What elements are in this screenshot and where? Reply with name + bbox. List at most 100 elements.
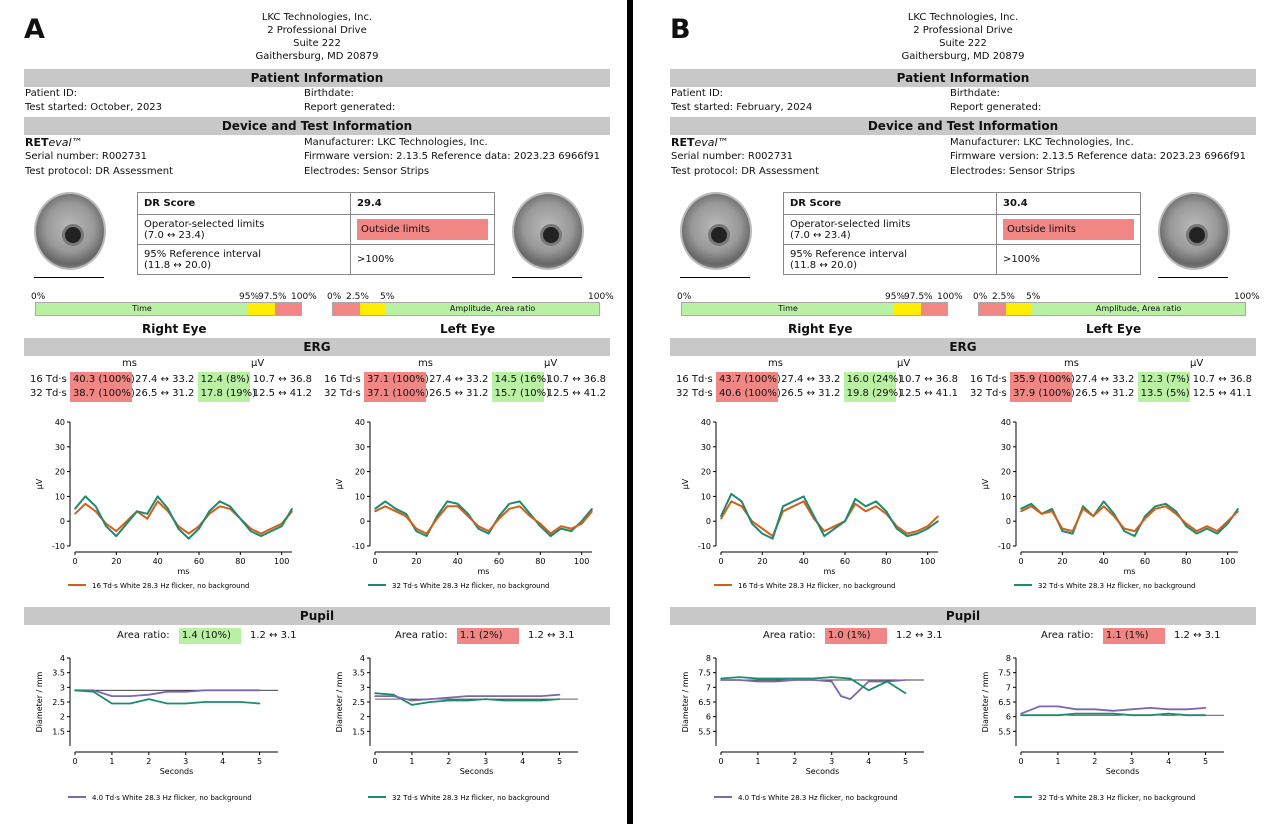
left-eye-heading: Left Eye	[1086, 322, 1142, 336]
implicit-time-range: 26.5 ↔ 31.2	[429, 388, 489, 399]
y-tick-label: 40	[701, 418, 711, 427]
x-axis-label: Seconds	[160, 767, 194, 776]
data-point	[1206, 527, 1208, 530]
amp-scale-borderline	[359, 303, 387, 315]
implicit-time-range: 26.5 ↔ 31.2	[135, 388, 195, 399]
data-point	[1092, 515, 1095, 518]
company-street: 2 Professional Drive	[913, 25, 1013, 36]
erg-chart-left: -10 0 10 20 30 40 0 20 40 60 80 100 μV ms 32 Td·s Whit…	[335, 418, 593, 590]
data-point	[125, 522, 128, 525]
erg-row-32-left: 32 Td·s 37.9 (100%) 26.5 ↔ 31.2 13.5 (5%…	[970, 386, 1252, 402]
operator-limits: Operator-selected limits (7.0 ↔ 23.4)	[783, 214, 997, 245]
operator-limits-label: Operator-selected limits	[790, 218, 911, 230]
x-tick-label: 4	[866, 757, 871, 766]
data-point	[558, 693, 561, 696]
area-ratio-label: Area ratio:	[1041, 630, 1094, 641]
data-point	[558, 698, 561, 700]
dr-score-label: DR Score	[137, 192, 351, 215]
data-point	[84, 495, 87, 498]
test-started: Test started: October, 2023	[25, 102, 163, 113]
data-point	[1020, 510, 1022, 513]
data-point	[1206, 525, 1208, 527]
data-point	[1185, 522, 1188, 525]
data-point	[484, 695, 487, 697]
device-info-header: Device and Test Information	[670, 117, 1256, 135]
outside-limits-badge: Outside limits	[357, 219, 488, 240]
time-scale-95: 95%	[885, 292, 906, 302]
electrodes: Electrodes: Sensor Strips	[304, 166, 430, 177]
company-address: LKC Technologies, Inc. 2 Professional Dr…	[863, 11, 1063, 63]
erg-row-16-left: 16 Td·s 37.1 (100%) 27.4 ↔ 33.2 14.5 (16…	[324, 372, 606, 388]
data-point	[792, 505, 795, 508]
amplitude-range: 12.5 ↔ 41.1	[898, 388, 959, 399]
data-point	[467, 515, 469, 518]
data-point	[208, 510, 211, 513]
right-eye-image	[34, 192, 106, 270]
y-tick-label: 30	[355, 443, 365, 452]
y-tick-label: 8	[706, 654, 711, 663]
implicit-time-value: 38.7 (100%)	[69, 386, 135, 402]
legend-label: 16 Td·s White 28.3 Hz flicker, no backgr…	[92, 582, 250, 590]
data-point	[794, 679, 796, 681]
pupil-header: Pupil	[670, 607, 1256, 625]
left-eye-image	[1158, 192, 1230, 270]
data-point	[1149, 714, 1151, 716]
data-point	[111, 695, 113, 697]
patient-info-header: Patient Information	[670, 69, 1256, 87]
data-point	[187, 532, 190, 535]
y-tick-label: -10	[52, 542, 65, 551]
amp-scale-25: 2.5%	[346, 292, 369, 302]
data-point	[1030, 503, 1033, 505]
data-point	[518, 500, 521, 503]
x-tick-label: 20	[757, 557, 767, 566]
data-point	[503, 699, 505, 702]
y-tick-label: 4	[360, 654, 365, 663]
data-point	[1167, 708, 1170, 711]
left-eye-image	[512, 192, 584, 270]
data-point	[1133, 535, 1136, 537]
y-axis-label: μV	[981, 478, 990, 489]
data-point	[794, 677, 796, 680]
y-axis-label: μV	[35, 478, 44, 489]
data-point	[854, 503, 857, 505]
data-point	[1071, 532, 1074, 535]
time-scale-normal: Time	[36, 303, 248, 315]
data-point	[570, 527, 573, 530]
x-tick-label: 40	[153, 557, 163, 566]
data-point	[740, 505, 743, 508]
data-point	[446, 505, 449, 508]
x-tick-label: 40	[799, 557, 809, 566]
amp-scale-5: 5%	[1026, 292, 1041, 302]
x-tick-label: 20	[111, 557, 121, 566]
y-tick-label: 6	[1006, 713, 1011, 722]
reference-interval-range: (11.8 ↔ 20.0)	[144, 259, 212, 271]
birthdate-label: Birthdate:	[304, 88, 354, 99]
y-tick-label: 1.5	[352, 727, 365, 736]
implicit-time-value: 37.1 (100%)	[363, 386, 429, 402]
amplitude-value: 19.8 (29%)	[843, 386, 902, 402]
x-axis-label: ms	[1124, 567, 1136, 576]
data-point	[115, 530, 118, 532]
data-point	[1057, 714, 1059, 716]
data-point	[1112, 712, 1115, 715]
x-tick-label: 40	[1099, 557, 1109, 566]
manufacturer: Manufacturer: LKC Technologies, Inc.	[304, 137, 488, 148]
left-ms-header: ms	[418, 358, 433, 369]
x-tick-label: 5	[903, 757, 908, 766]
time-scale-borderline	[248, 303, 275, 315]
reference-interval-label: 95% Reference interval	[790, 248, 908, 260]
operator-limits-range: (7.0 ↔ 23.4)	[144, 229, 205, 241]
x-tick-label: 0	[1018, 557, 1023, 566]
data-point	[94, 510, 97, 513]
left-uv-header: μV	[1190, 358, 1204, 369]
data-point	[446, 500, 449, 503]
data-point	[166, 690, 169, 693]
y-tick-label: 0	[706, 517, 711, 526]
data-point	[813, 515, 815, 518]
x-tick-label: 0	[372, 557, 377, 566]
pupil-right-ratio: Area ratio: 1.4 (10%) 1.2 ↔ 3.1	[117, 628, 297, 644]
time-scale-normal: Time	[682, 303, 894, 315]
firmware-version: Firmware version: 2.13.5 Reference data:…	[950, 151, 1247, 162]
time-scale-975: 97.5%	[258, 292, 287, 302]
device-eval: eval	[694, 136, 718, 149]
